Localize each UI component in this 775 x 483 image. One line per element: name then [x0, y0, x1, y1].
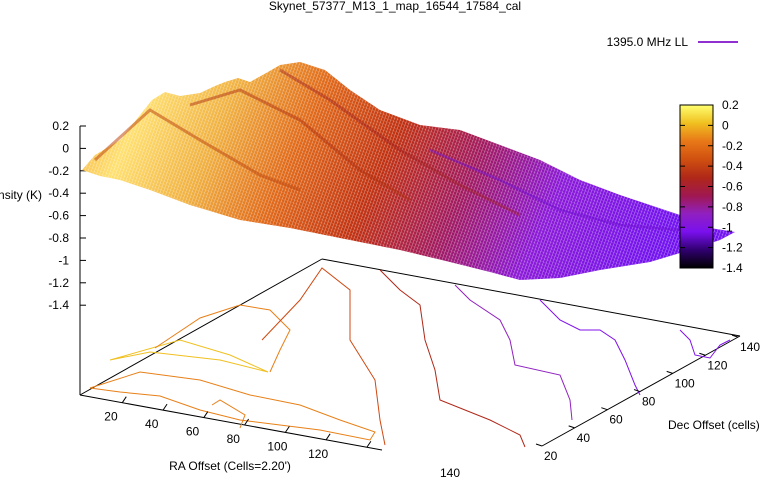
colorbar-tick-label: -1 — [722, 220, 733, 234]
contour-line — [539, 299, 641, 396]
colorbar-tick-label: -0.2 — [722, 139, 743, 153]
z-axis-label: Intensity (K) — [0, 188, 42, 202]
x-tick-label: 60 — [186, 425, 200, 439]
z-tick-label: -0.4 — [48, 186, 69, 200]
y-axis-line — [541, 335, 741, 447]
z-tick-label: 0 — [62, 141, 69, 155]
y-tick-label: 60 — [609, 413, 623, 427]
contours — [89, 267, 731, 448]
contour-line — [261, 267, 386, 446]
z-tick-label: -0.2 — [48, 164, 69, 178]
surface — [82, 62, 735, 280]
surface-ridge-1 — [93, 108, 301, 192]
x-tick — [284, 426, 290, 433]
y-tick-label: 80 — [642, 395, 656, 409]
z-tick-label: -1.2 — [48, 276, 69, 290]
z-tick-label: -1 — [58, 253, 69, 267]
colorbar-rect — [679, 104, 714, 269]
y-tick-label: 40 — [577, 431, 591, 445]
x-tick-label: 120 — [308, 447, 328, 461]
y-tick — [601, 407, 608, 411]
colorbar-tick-label: -0.8 — [722, 200, 743, 214]
contour-line — [109, 339, 269, 373]
surface-ridge-3 — [279, 68, 521, 217]
surface-ridge-2 — [189, 88, 411, 202]
z-tick-label: -0.8 — [48, 231, 69, 245]
y-tick-label: 140 — [740, 340, 760, 354]
x-tick-label: 140 — [440, 466, 460, 478]
x-tick — [162, 403, 168, 411]
z-tick-label: 0.2 — [52, 119, 69, 133]
x-tick-label: 80 — [227, 432, 241, 446]
colorbar-tick-label: -0.6 — [722, 180, 743, 194]
x-ticks: 20 40 60 80 100 120 140 — [104, 396, 460, 480]
surface-mesh — [82, 62, 735, 280]
x-tick — [121, 396, 127, 403]
contour-line — [454, 284, 573, 421]
z-tick-label: -0.6 — [48, 209, 69, 223]
x-tick-label: 100 — [267, 439, 287, 453]
contour-line — [211, 399, 246, 429]
contour-line — [154, 304, 291, 373]
colorbar: 0.2 0 -0.2 -0.4 -0.6 -0.8 -1 -1.2 -1.4 — [679, 98, 743, 275]
z-tick-label: -1.4 — [48, 298, 69, 312]
base-back-edge — [79, 258, 323, 396]
y-tick — [568, 425, 575, 429]
x-axis-line — [79, 394, 383, 451]
surface-ridge-4 — [429, 148, 681, 232]
x-tick — [203, 411, 209, 418]
y-axis-label: Dec Offset (cells) — [668, 418, 760, 432]
colorbar-tick-label: -1.4 — [722, 261, 743, 275]
x-axis-label: RA Offset (Cells=2.20') — [169, 459, 291, 473]
contour-line — [679, 329, 731, 359]
y-tick — [633, 389, 641, 393]
legend-label: 1395.0 MHz LL — [607, 35, 689, 49]
colorbar-tick-label: -1.2 — [722, 241, 743, 255]
contour-line — [89, 371, 376, 441]
y-tick — [699, 352, 706, 356]
chart-title: Skynet_57377_M13_1_map_16544_17584_cal — [269, 0, 521, 13]
y-tick-label: 20 — [544, 449, 558, 463]
contour-line — [379, 269, 526, 448]
colorbar-ticks: 0.2 0 -0.2 -0.4 -0.6 -0.8 -1 -1.2 -1.4 — [680, 98, 743, 275]
y-tick-label: 120 — [707, 358, 727, 372]
y-tick — [666, 370, 673, 374]
y-tick — [731, 334, 739, 338]
legend: 1395.0 MHz LL — [607, 35, 738, 49]
x-tick-label: 40 — [145, 417, 159, 431]
base-axes — [79, 258, 741, 451]
colorbar-tick-label: -0.4 — [722, 159, 743, 173]
x-tick — [325, 433, 331, 441]
z-axis: 0.2 0 -0.2 -0.4 -0.6 -0.8 -1 -1.2 -1.4 Intensity… — [0, 119, 86, 395]
y-ticks: 20 40 60 80 100 120 140 — [535, 334, 760, 463]
y-tick — [535, 443, 543, 447]
colorbar-tick-label: 0 — [722, 118, 729, 132]
colorbar-tick-label: 0.2 — [722, 98, 739, 112]
x-tick-label: 20 — [104, 410, 118, 424]
x-tick — [366, 440, 372, 448]
y-tick-label: 100 — [675, 376, 695, 390]
x-tick — [244, 418, 250, 426]
base-right-edge — [321, 258, 741, 337]
z-ticks: 0.2 0 -0.2 -0.4 -0.6 -0.8 -1 -1.2 -1.4 — [48, 119, 86, 312]
